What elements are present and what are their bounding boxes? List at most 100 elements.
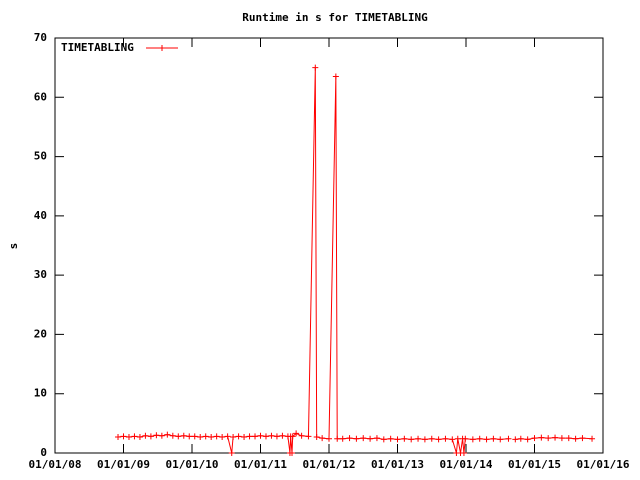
point [142, 432, 149, 439]
point [191, 433, 198, 440]
point [552, 434, 559, 441]
point [312, 64, 319, 71]
point [558, 435, 565, 442]
point [293, 430, 300, 437]
point [387, 435, 394, 442]
y-tick-label: 30 [34, 268, 47, 281]
point [346, 435, 353, 442]
point [158, 432, 165, 439]
point [353, 435, 360, 442]
x-tick-label: 01/01/13 [371, 458, 424, 471]
point [169, 432, 176, 439]
point [125, 433, 132, 440]
point [490, 435, 497, 442]
point [435, 436, 442, 443]
point [421, 436, 428, 443]
point [115, 433, 122, 440]
point [469, 436, 476, 443]
point [380, 436, 387, 443]
point [305, 433, 312, 440]
point [512, 436, 519, 443]
point [545, 435, 552, 442]
point [442, 435, 449, 442]
point [531, 435, 538, 442]
point [373, 435, 380, 442]
point [565, 435, 572, 442]
point [252, 433, 259, 440]
point [228, 450, 235, 456]
y-tick-label: 60 [34, 90, 47, 103]
point [224, 433, 231, 440]
point [360, 435, 367, 442]
point [415, 435, 422, 442]
point [164, 431, 171, 438]
point [136, 433, 143, 440]
point [120, 433, 127, 440]
y-tick-label: 50 [34, 150, 47, 163]
point [408, 436, 415, 443]
y-tick-label: 40 [34, 209, 47, 222]
point [517, 435, 524, 442]
point [428, 435, 435, 442]
point [401, 435, 408, 442]
point [241, 433, 248, 440]
point [257, 432, 264, 439]
legend-swatch [146, 45, 178, 51]
point [268, 432, 275, 439]
x-tick-label: 01/01/15 [508, 458, 561, 471]
point [131, 433, 138, 440]
point [219, 433, 226, 440]
point [235, 433, 242, 440]
x-tick-label: 01/01/14 [440, 458, 493, 471]
point [319, 435, 326, 442]
legend-label: TIMETABLING [61, 41, 134, 54]
point [339, 435, 346, 442]
y-tick-label: 10 [34, 387, 47, 400]
x-tick-label: 01/01/10 [166, 458, 219, 471]
point [180, 432, 187, 439]
point [246, 433, 253, 440]
y-tick-label: 20 [34, 327, 47, 340]
point [213, 433, 220, 440]
y-tick-label: 0 [40, 446, 47, 459]
x-tick-label: 01/01/08 [29, 458, 82, 471]
point [589, 435, 596, 442]
point [538, 434, 545, 441]
point [186, 433, 193, 440]
point [505, 435, 512, 442]
point [175, 433, 182, 440]
point [298, 432, 305, 439]
point [476, 435, 483, 442]
point [279, 432, 286, 439]
y-tick-label: 70 [34, 31, 47, 44]
point [197, 433, 204, 440]
point [449, 436, 456, 443]
point [497, 436, 504, 443]
point [579, 435, 586, 442]
point [147, 433, 154, 440]
x-tick-label: 01/01/16 [577, 458, 630, 471]
point [313, 433, 320, 440]
point [289, 450, 296, 456]
point [273, 433, 280, 440]
point [483, 436, 490, 443]
x-tick-label: 01/01/12 [303, 458, 356, 471]
plot-frame [54, 37, 604, 454]
x-tick-label: 01/01/11 [234, 458, 287, 471]
x-tick-label: 01/01/09 [97, 458, 150, 471]
chart-title: Runtime in s for TIMETABLING [242, 11, 428, 24]
point [460, 450, 467, 456]
point [572, 435, 579, 442]
point [202, 433, 209, 440]
point [367, 435, 374, 442]
point [332, 73, 339, 80]
point [153, 432, 160, 439]
series-line [117, 67, 593, 454]
point [262, 433, 269, 440]
point [208, 433, 215, 440]
point [462, 435, 469, 442]
point [230, 433, 237, 440]
point [334, 435, 341, 442]
point [394, 436, 401, 443]
